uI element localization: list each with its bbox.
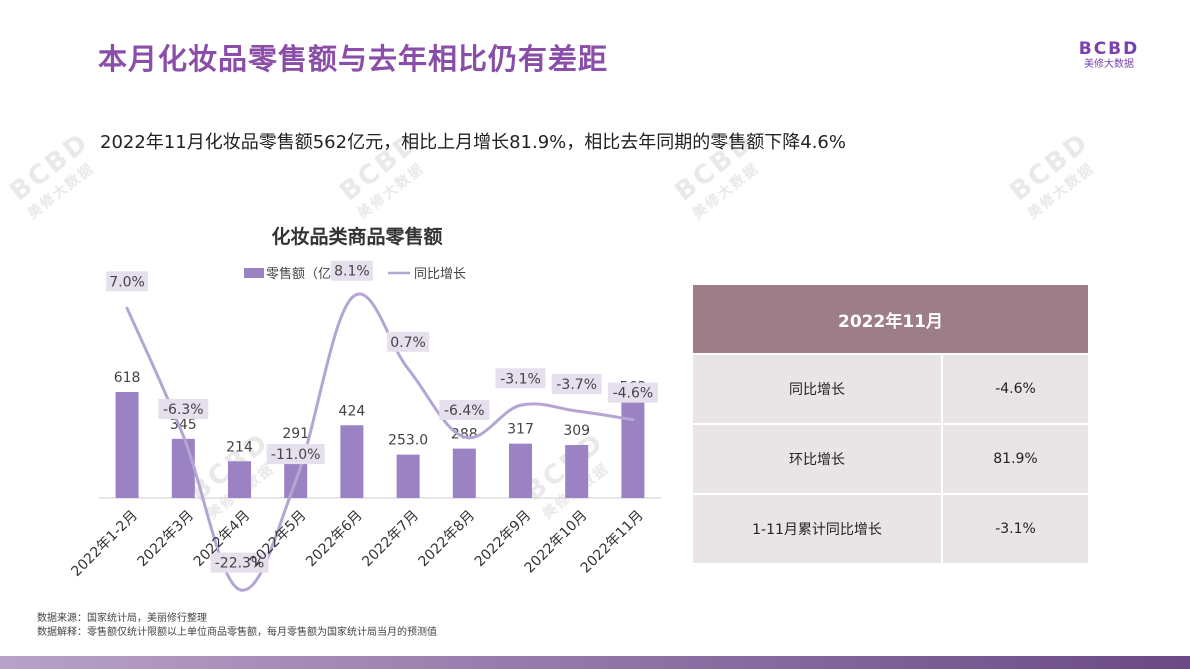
bar (509, 443, 532, 498)
explain-note: 数据解释：零售额仅统计限额以上单位商品零售额，每月零售额为国家统计局当月的预测值 (37, 627, 437, 638)
table-row: 同比增长 -4.6% (693, 354, 1088, 425)
x-tick-label: 2022年5月 (247, 508, 310, 571)
bar-data-label: 618 (114, 370, 141, 386)
line-data-label: -6.4% (444, 403, 485, 419)
brand-logo: BCBD 美修大数据 (1076, 40, 1142, 71)
bar-data-label: 288 (451, 427, 478, 443)
line-label-box (607, 382, 658, 403)
line-label-box (330, 260, 373, 281)
page-title: 本月化妆品零售额与去年相比仍有差距 (98, 42, 609, 76)
yoy-growth-line (125, 292, 635, 592)
table-row: 环比增长 81.9% (693, 424, 1088, 495)
summary-table: 2022年11月 同比增长 -4.6% 环比增长 81.9% 1-11月累计同比… (693, 285, 1088, 565)
line-data-label: -11.0% (271, 447, 321, 463)
line-label-box (387, 331, 430, 352)
line-data-label: 0.7% (390, 335, 426, 351)
line-label-box (210, 552, 269, 573)
table-row: 1-11月累计同比增长 -3.1% (693, 494, 1088, 565)
bar (621, 401, 645, 498)
bar (171, 438, 195, 498)
line-label-box (106, 271, 149, 292)
bar (340, 425, 364, 498)
line-data-label: 7.0% (109, 274, 145, 290)
bar-data-label: 309 (563, 423, 590, 439)
table-cell-label: 同比增长 (693, 354, 943, 425)
summary-table-header: 2022年11月 (693, 285, 1088, 355)
line-data-label: -3.7% (556, 377, 597, 393)
x-tick-label: 2022年3月 (135, 508, 198, 571)
page-subtitle: 2022年11月化妆品零售额562亿元，相比上月增长81.9%，相比去年同期的零… (100, 132, 846, 153)
source-note: 数据来源：国家统计局，美丽修行整理 (37, 613, 207, 624)
line-label-box (439, 399, 490, 420)
bar (396, 454, 420, 498)
legend-label: 同比增长 (414, 267, 466, 282)
bar (565, 445, 589, 498)
line-label-box (495, 368, 546, 389)
bar-data-label: 291 (282, 426, 309, 442)
footnotes: 数据来源：国家统计局，美丽修行整理 数据解释：零售额仅统计限额以上单位商品零售额… (37, 612, 437, 640)
bar-data-label: 214 (226, 439, 253, 455)
bar (115, 392, 139, 498)
line-data-label: -3.1% (500, 371, 541, 387)
line-label-box (158, 398, 209, 419)
logo-mark: BCBD (1078, 39, 1140, 59)
chart-title: 化妆品类商品零售额 (271, 225, 442, 248)
bar-data-label: 317 (507, 422, 534, 438)
x-tick-label: 2022年7月 (359, 508, 422, 571)
x-tick-label: 2022年6月 (303, 508, 366, 571)
line-label-box (551, 374, 602, 395)
x-tick-label: 2022年8月 (416, 508, 479, 571)
table-cell-value: -4.6% (942, 354, 1088, 425)
line-data-label: 8.1% (334, 264, 370, 280)
table-cell-label: 1-11月累计同比增长 (693, 494, 943, 565)
bar-data-label: 424 (339, 403, 366, 419)
table-cell-label: 环比增长 (693, 424, 943, 495)
line-data-label: -4.6% (613, 386, 654, 402)
bar (228, 461, 251, 498)
line-data-label: -6.3% (163, 402, 204, 418)
bar-data-label: 253.0 (388, 433, 428, 449)
bar-data-label: 345 (170, 417, 197, 433)
x-tick-label: 2022年1-2月 (68, 508, 140, 580)
line-data-label: -22.3% (215, 556, 265, 572)
table-cell-value: -3.1% (942, 494, 1088, 565)
legend-swatch-bar (244, 268, 264, 278)
line-label-box (266, 444, 325, 465)
bar (452, 448, 476, 498)
bottom-bar (0, 656, 1190, 669)
logo-text: 美修大数据 (1084, 59, 1134, 70)
table-cell-value: 81.9% (942, 424, 1088, 495)
